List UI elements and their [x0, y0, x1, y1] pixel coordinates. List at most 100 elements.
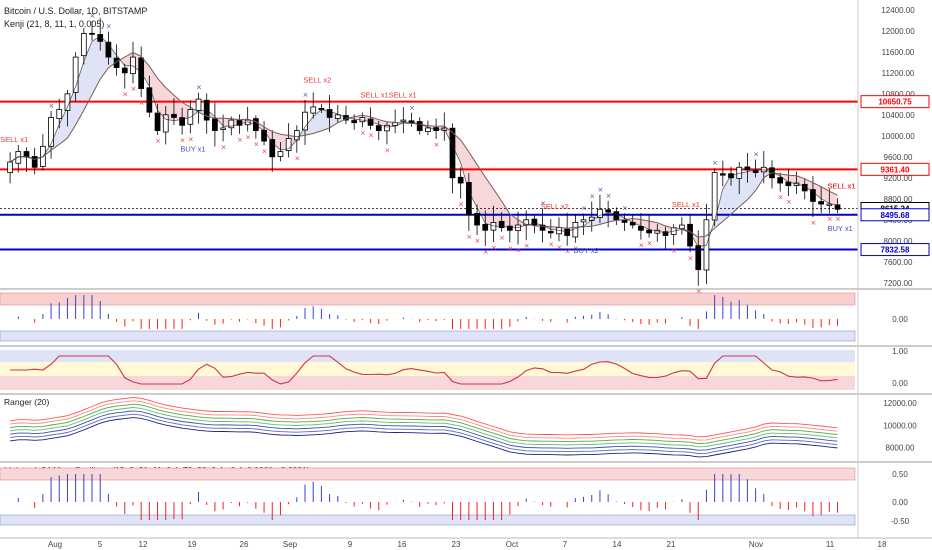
buy-cross-marker: ×	[303, 91, 309, 99]
buy-cross-marker: ×	[196, 84, 202, 92]
candle-body	[7, 161, 13, 173]
time-axis[interactable]: Aug 5 12 19 26 Sep 9 16 23 Oct 7 14 21 Nov 11 18	[0, 537, 932, 549]
candle-body	[695, 245, 702, 271]
candle-body	[752, 170, 759, 173]
cloud-segment	[272, 131, 281, 150]
sell-cross-marker: ×	[475, 237, 481, 245]
level-price-label: 7832.58	[881, 246, 910, 255]
sell-cross-marker: ×	[253, 141, 259, 149]
sell-cross-marker: ×	[384, 146, 390, 154]
candle-body	[48, 117, 54, 147]
time-tick: 12	[139, 540, 148, 549]
cloud-segment	[739, 171, 748, 207]
ranger-band-line	[10, 407, 838, 448]
sell-cross-marker: ×	[458, 201, 464, 209]
sell-cross-marker: ×	[360, 129, 366, 137]
level-price-tag	[860, 162, 930, 176]
sell-cross-marker: ×	[516, 246, 522, 254]
tdi-line	[10, 355, 838, 385]
pane-tick: 0.00	[892, 315, 908, 324]
time-tick: Sep	[283, 540, 298, 549]
price-tick: 11600.00	[882, 48, 915, 57]
candle-body	[384, 124, 390, 132]
candle-body	[531, 218, 538, 226]
candle-body	[777, 177, 784, 184]
pane-tick: 0.50	[892, 470, 908, 479]
price-axis[interactable]: 12400.00 12000.00 11600.00 11200.00 10800.00…	[857, 0, 930, 538]
level-price-label: 8495.68	[881, 211, 910, 220]
sell-cross-marker: ×	[688, 254, 694, 262]
price-tick: 8800.00	[884, 195, 913, 204]
price-tick: 8000.00	[884, 237, 913, 246]
symbol-title: Bitcoin / U.S. Dollar, 1D, BITSTAMP	[4, 6, 147, 16]
tdi-mid-band	[0, 362, 855, 376]
signal-label: SELL x2	[303, 75, 331, 84]
level-price-tag	[860, 208, 930, 222]
osc-upper-band	[0, 467, 856, 481]
indicator-pane[interactable]: Ranger (20) 12000.00 10000.00 8000.00	[0, 393, 932, 458]
signal-label: SELL x1	[0, 135, 28, 144]
signal-label: SELL x1	[828, 181, 856, 190]
candle-body	[154, 112, 161, 131]
candle-body	[195, 98, 202, 111]
candle-body	[834, 204, 841, 210]
price-tick: 9200.00	[884, 174, 913, 183]
pane-tick: 1.00	[892, 347, 908, 356]
candle-body	[482, 223, 489, 231]
buy-cross-marker: ×	[589, 193, 595, 201]
time-tick: 7	[563, 540, 568, 549]
osc-lower-band	[0, 514, 856, 526]
sell-cross-marker: ×	[466, 233, 472, 241]
cloud-segment	[640, 219, 650, 230]
ranger-band-line	[10, 410, 838, 451]
cloud-segment	[59, 106, 68, 145]
cloud-segment	[591, 215, 600, 227]
candle-body	[228, 119, 235, 129]
cloud-segment	[649, 221, 658, 232]
ma-cloud	[10, 36, 838, 247]
candle-body	[646, 229, 652, 234]
sell-cross-marker: ×	[368, 132, 374, 140]
ranger-band-line	[10, 417, 838, 458]
signal-markers: ××××××× × ×××× ×××××× ×××××××× ××× ×××× ×× ×××××…	[49, 12, 841, 296]
indicator-pane[interactable]: TDI (13, 21)1.000.00	[0, 345, 932, 390]
cloud-segment	[313, 109, 322, 134]
buy-cross-marker: ×	[597, 186, 603, 194]
signal-label: SELL x2	[541, 202, 569, 211]
candle-body	[638, 226, 644, 231]
sell-cross-marker: ×	[155, 137, 161, 145]
cloud-segment	[67, 86, 76, 139]
price-tick: 7600.00	[884, 258, 913, 267]
time-tick: 23	[452, 540, 461, 549]
candle-body	[334, 114, 341, 119]
indicator-pane[interactable]: Idnistrade24 MegaOscillator (13, 8, 21, …	[0, 461, 932, 526]
price-tick: 9600.00	[884, 153, 913, 162]
sell-cross-marker: ×	[671, 247, 677, 255]
cloud-segment	[83, 41, 93, 111]
candle-body	[547, 230, 554, 234]
cloud-segment	[477, 164, 486, 224]
candle-body	[818, 201, 824, 205]
indicator-pane[interactable]: MSI (10)0.00	[0, 288, 932, 342]
cloud-segment	[149, 66, 158, 111]
cloud-segment	[165, 87, 174, 121]
candle-body	[744, 166, 751, 171]
sell-cross-marker: ×	[835, 215, 841, 223]
candle-body	[130, 56, 136, 75]
time-tick: 5	[98, 540, 103, 549]
candle-body	[236, 120, 243, 126]
candle-body	[474, 212, 480, 226]
moving-averages	[9, 35, 838, 248]
candle-body	[810, 189, 816, 202]
chart-legend: Bitcoin / U.S. Dollar, 1D, BITSTAMP Kenj…	[4, 6, 147, 29]
candle-body	[31, 156, 38, 168]
candle-body	[826, 203, 833, 206]
main-background	[0, 0, 858, 289]
cloud-segment	[812, 182, 822, 199]
sell-cross-marker: ×	[130, 85, 136, 93]
main-price-pane[interactable]: ××××××× × ×××× ×××××× ×××××××× ××× ×××× ×× ×××××…	[0, 0, 858, 296]
candle-body	[285, 138, 292, 152]
cloud-segment	[485, 177, 494, 226]
